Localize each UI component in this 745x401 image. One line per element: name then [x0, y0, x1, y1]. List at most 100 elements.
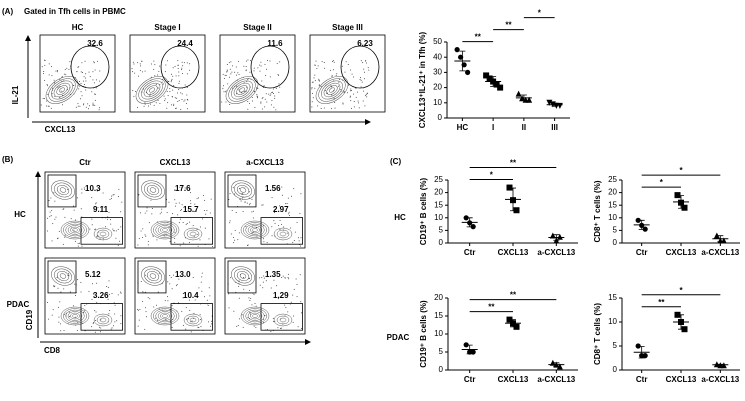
event-dot: [44, 79, 46, 81]
event-dot: [79, 105, 81, 107]
event-dot: [117, 245, 119, 247]
event-dot: [365, 60, 367, 62]
y-axis-label: CXCL13⁺IL-21⁺ in Tfh (%): [418, 31, 427, 128]
event-dot: [54, 95, 56, 97]
event-dot: [92, 323, 94, 325]
event-dot: [83, 103, 85, 105]
event-dot: [233, 242, 235, 244]
event-dot: [143, 105, 145, 107]
y-tick-label: 10: [608, 317, 617, 326]
y-tick-label: 5: [613, 341, 618, 350]
event-dot: [64, 216, 66, 218]
event-dot: [238, 73, 240, 75]
event-dot: [262, 287, 264, 289]
y-axis-label: CD8⁺ T cells (%): [593, 180, 602, 242]
event-dot: [48, 63, 50, 65]
event-dot: [368, 69, 370, 71]
event-dot: [256, 95, 258, 97]
event-dot: [198, 197, 200, 199]
event-dot: [64, 69, 66, 71]
event-dot: [300, 237, 302, 239]
event-dot: [208, 238, 210, 240]
event-dot: [234, 71, 236, 73]
event-dot: [263, 238, 265, 240]
event-dot: [276, 63, 278, 65]
event-dot: [253, 90, 255, 92]
event-dot: [362, 100, 364, 102]
event-dot: [171, 326, 173, 328]
event-dot: [233, 310, 235, 312]
error-bar: [510, 187, 516, 212]
contour: [279, 231, 287, 237]
event-dot: [154, 75, 156, 77]
data-point: [513, 207, 520, 214]
event-dot: [265, 280, 267, 282]
event-dot: [150, 63, 152, 65]
data-point: [458, 54, 464, 60]
event-dot: [69, 61, 71, 63]
event-dot: [63, 288, 65, 290]
event-dot: [229, 193, 231, 195]
event-dot: [205, 213, 207, 215]
event-dot: [208, 287, 210, 289]
event-dot: [43, 71, 45, 73]
event-dot: [167, 300, 169, 302]
event-dot: [294, 231, 296, 233]
event-dot: [334, 101, 336, 103]
event-dot: [51, 66, 53, 68]
event-dot: [246, 202, 248, 204]
event-dot: [100, 319, 102, 321]
event-dot: [54, 200, 56, 202]
event-dot: [185, 223, 187, 225]
event-dot: [292, 241, 294, 243]
event-dot: [200, 326, 202, 328]
event-dot: [165, 64, 167, 66]
event-dot: [140, 65, 142, 67]
event-dot: [174, 65, 176, 67]
contour: [243, 308, 267, 324]
event-dot: [94, 93, 96, 95]
y-tick-label: 25: [434, 175, 443, 184]
event-dot: [137, 309, 139, 311]
event-dot: [167, 95, 169, 97]
event-dot: [182, 65, 184, 67]
event-dot: [183, 100, 185, 102]
event-dot: [144, 212, 146, 214]
gate-value: 9.11: [93, 205, 109, 214]
event-dot: [186, 86, 188, 88]
event-dot: [269, 94, 271, 96]
contour: [51, 80, 73, 100]
event-dot: [65, 74, 67, 76]
event-dot: [272, 320, 274, 322]
event-dot: [43, 73, 45, 75]
contour: [93, 313, 113, 327]
event-dot: [274, 95, 276, 97]
significance-label: **: [510, 291, 517, 300]
event-dot: [264, 63, 266, 65]
event-dot: [366, 96, 368, 98]
event-dot: [84, 77, 86, 79]
event-dot: [109, 198, 111, 200]
event-dot: [263, 85, 265, 87]
event-dot: [233, 237, 235, 239]
event-dot: [211, 323, 213, 325]
event-dot: [197, 245, 199, 247]
y-tick-label: 50: [433, 37, 442, 46]
contour: [45, 76, 79, 104]
event-dot: [253, 70, 255, 72]
gate-value: 5.12: [85, 270, 101, 279]
event-dot: [118, 188, 120, 190]
event-dot: [350, 107, 352, 109]
contour: [59, 273, 67, 279]
event-dot: [260, 102, 262, 104]
data-point: [461, 62, 467, 68]
event-dot: [74, 295, 76, 297]
event-dot: [137, 62, 139, 64]
event-dot: [93, 82, 95, 84]
data-point: [674, 311, 681, 318]
event-dot: [274, 222, 276, 224]
x-tick-label: a-CXCL13: [701, 375, 739, 384]
contour: [70, 226, 80, 234]
event-dot: [210, 320, 212, 322]
event-dot: [81, 62, 83, 64]
